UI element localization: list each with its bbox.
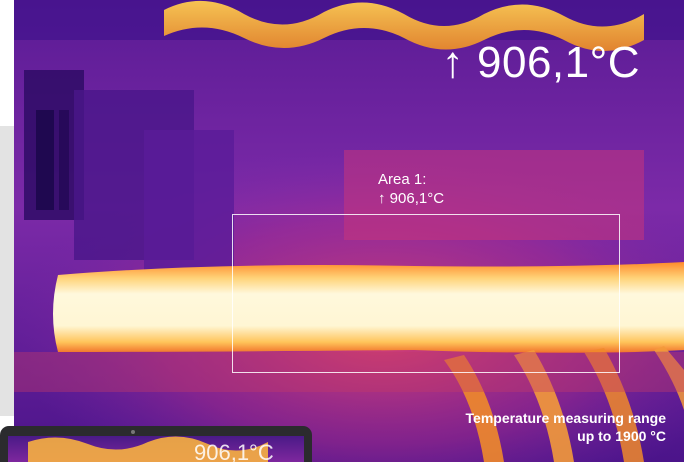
laptop-screen: 906,1°C	[8, 436, 304, 462]
webcam-icon	[131, 430, 135, 434]
caption-line-1: Temperature measuring range	[465, 410, 666, 426]
measurement-area-box	[232, 214, 620, 373]
laptop-image: 906,1°C	[0, 426, 312, 462]
side-panel	[0, 126, 14, 416]
thermal-heatmap	[14, 0, 684, 462]
max-temperature-readout: ↑ 906,1°C	[441, 38, 640, 87]
caption-line-2: up to 1900 °C	[577, 428, 666, 444]
area-name: Area 1:	[378, 171, 427, 188]
laptop-thermal-thumbnail	[28, 436, 268, 462]
range-caption: Temperature measuring range up to 1900 °…	[466, 409, 666, 445]
area-value: ↑ 906,1°C	[378, 190, 445, 207]
thermal-image: ↑ 906,1°C Area 1: ↑ 906,1°C Temperature …	[14, 0, 684, 462]
measurement-area-label: Area 1: ↑ 906,1°C	[378, 170, 444, 208]
laptop-temperature-readout: 906,1°C	[194, 440, 274, 462]
